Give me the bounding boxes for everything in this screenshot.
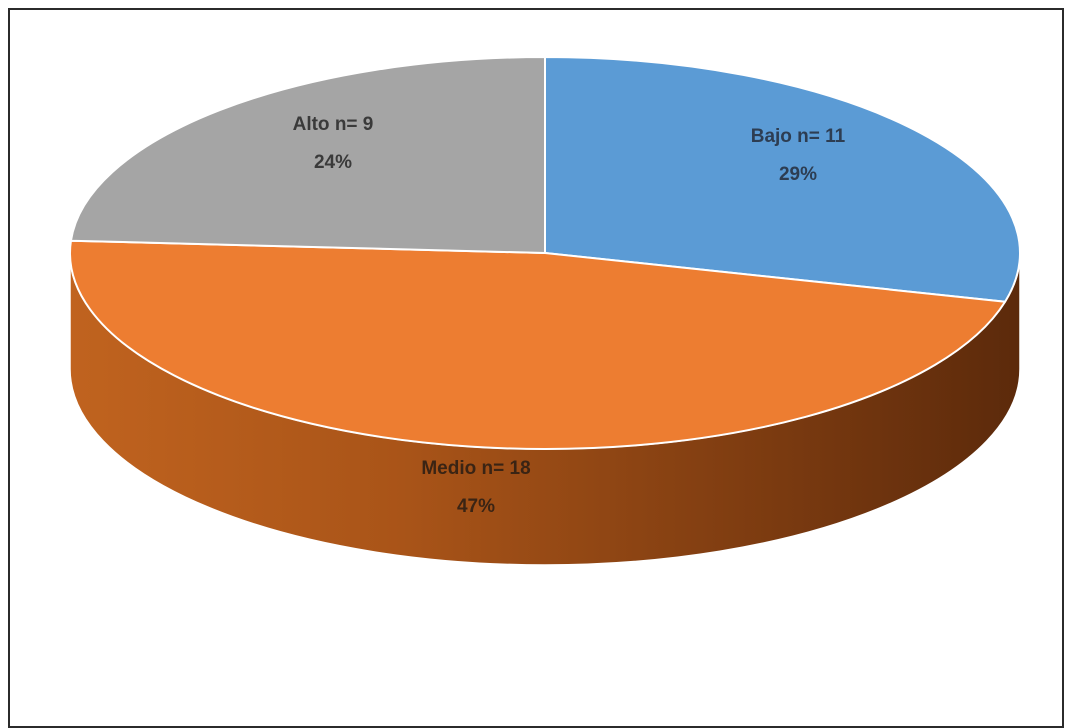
slice-percent-bajo: 29% [779, 164, 817, 185]
pie-slice-alto [69, 56, 546, 254]
pie-slice-bajo [544, 56, 1021, 303]
slice-percent-alto: 24% [314, 152, 352, 173]
pie-labels: Bajo n= 11 29% Medio n= 18 47% Alto n= 9 24% [293, 114, 846, 517]
slice-percent-medio: 47% [457, 496, 495, 517]
slice-label-bajo: Bajo n= 11 [751, 126, 846, 147]
pie-slices [69, 56, 1021, 451]
slice-label-medio: Medio n= 18 [421, 458, 530, 479]
slice-label-alto: Alto n= 9 [293, 114, 374, 135]
pie-chart: Bajo n= 11 29% Medio n= 18 47% Alto n= 9 24% [69, 56, 1021, 566]
pie-slice-medio [69, 239, 1007, 451]
